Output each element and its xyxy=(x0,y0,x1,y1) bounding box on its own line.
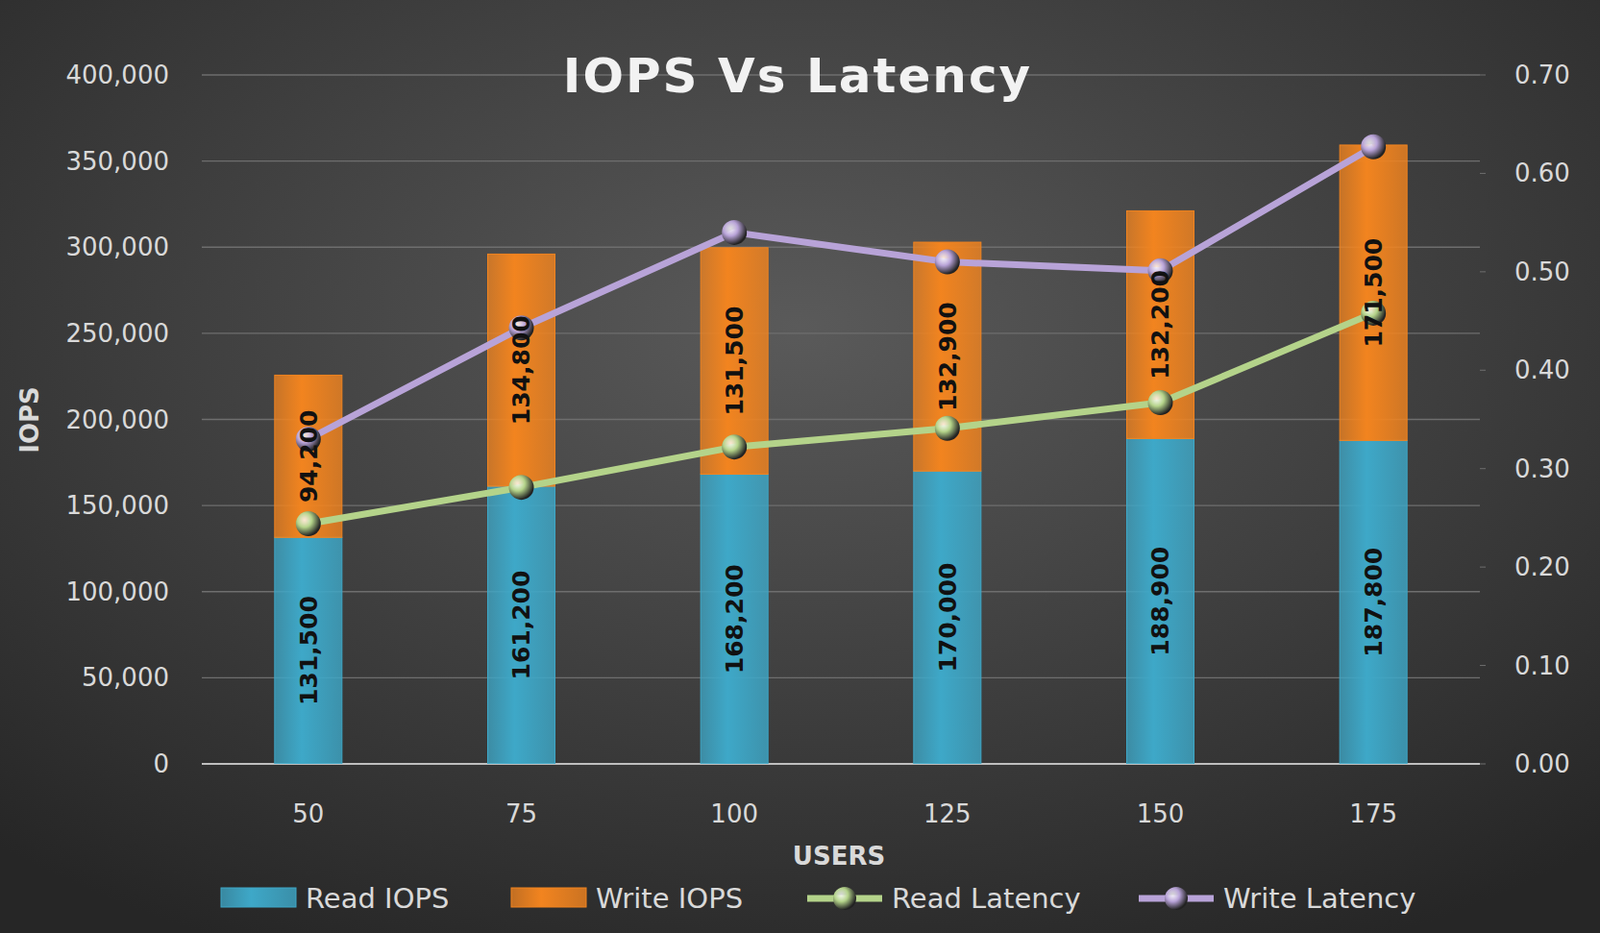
data-label: 187,800 xyxy=(1359,547,1388,658)
data-label: 94,200 xyxy=(295,410,323,503)
bar xyxy=(488,253,556,487)
grid-line xyxy=(201,160,1480,162)
y2-tick xyxy=(1479,270,1486,272)
bar xyxy=(1339,145,1407,441)
bar xyxy=(913,470,982,764)
legend-marker xyxy=(833,886,857,911)
y2-tick-label: 0.10 xyxy=(1514,651,1571,681)
y2-tick xyxy=(1479,566,1486,568)
legend-marker xyxy=(1164,886,1188,911)
y2-tick-label: 0.20 xyxy=(1514,552,1571,582)
y-tick-label: 100,000 xyxy=(65,577,170,607)
legend-swatch xyxy=(221,887,296,908)
x-tick-label: 100 xyxy=(710,799,759,829)
y-tick-label: 400,000 xyxy=(65,60,170,90)
y-tick-label: 200,000 xyxy=(65,405,170,435)
marks xyxy=(274,134,1407,764)
data-label: 168,200 xyxy=(720,564,749,674)
grid-line xyxy=(201,677,1480,679)
y-tick-label: 250,000 xyxy=(65,319,170,348)
y2-tick-label: 0.30 xyxy=(1514,454,1571,484)
grid xyxy=(201,74,1480,764)
y2-tick-label: 0.50 xyxy=(1514,257,1571,287)
bar xyxy=(1127,438,1195,764)
line xyxy=(308,313,1374,524)
marker xyxy=(295,511,321,537)
bar xyxy=(1339,440,1407,764)
y-tick-label: 0 xyxy=(152,749,170,779)
data-label: 132,900 xyxy=(934,301,962,412)
y2-tick-label: 0.70 xyxy=(1514,60,1571,90)
y2-tick-label: 0.00 xyxy=(1514,749,1571,779)
marker xyxy=(1148,390,1174,416)
marker xyxy=(721,220,747,246)
grid-line xyxy=(201,590,1480,592)
line xyxy=(308,147,1374,440)
marker xyxy=(509,474,535,500)
legend-label: Write Latency xyxy=(1223,882,1416,915)
y2-tick xyxy=(1479,172,1486,174)
x-tick-label: 75 xyxy=(505,799,538,829)
data-label: 131,500 xyxy=(295,595,323,706)
y-tick-label: 50,000 xyxy=(81,663,170,692)
legend: Read IOPS Write IOPS Read Latency Write Lat… xyxy=(221,882,1416,915)
y2-tick-label: 0.60 xyxy=(1514,158,1571,188)
marker xyxy=(935,416,960,442)
y2-tick xyxy=(1479,664,1486,666)
data-label: 188,900 xyxy=(1147,546,1176,657)
legend-swatch xyxy=(511,887,587,908)
data-label: 170,000 xyxy=(934,563,962,673)
data-label: 131,500 xyxy=(720,306,749,417)
x-tick-label: 125 xyxy=(923,799,972,829)
x-axis-label: USERS xyxy=(792,841,886,871)
data-label: 132,200 xyxy=(1147,270,1176,380)
data-label: 161,200 xyxy=(508,570,537,681)
chart: 0 50,000 100,000 150,000 200,000 250,000 300,0… xyxy=(0,0,1600,933)
y2-tick xyxy=(1479,369,1486,371)
title: IOPS Vs Latency xyxy=(563,48,1033,104)
legend-label: Read IOPS xyxy=(305,882,449,915)
marker xyxy=(935,249,960,275)
grid-line xyxy=(201,332,1480,334)
bar xyxy=(700,247,768,475)
data-label: 134,800 xyxy=(508,315,537,425)
bar xyxy=(274,374,343,538)
x-tick-label: 175 xyxy=(1349,799,1398,829)
marker xyxy=(1360,134,1386,160)
legend-label: Read Latency xyxy=(891,882,1082,915)
y-axis-label: IOPS xyxy=(15,386,45,454)
marker xyxy=(721,434,747,460)
data-labels: 131,500 161,200 168,200 170,000 188,900 187,8… xyxy=(295,238,1388,706)
y2-tick xyxy=(1479,467,1486,469)
bar xyxy=(913,242,982,471)
background xyxy=(0,0,1600,933)
y2-tick xyxy=(1479,763,1486,765)
grid-line xyxy=(201,418,1480,420)
x-tick-label: 50 xyxy=(292,799,324,829)
x-tick-label: 150 xyxy=(1136,799,1185,829)
bar xyxy=(274,537,343,764)
y-tick-label: 350,000 xyxy=(65,147,170,176)
y2-tick-label: 0.40 xyxy=(1514,355,1571,385)
y2-tick xyxy=(1479,74,1486,76)
bar xyxy=(488,486,556,764)
grid-line xyxy=(201,763,1480,765)
y-tick-label: 300,000 xyxy=(65,232,170,262)
y-tick-label: 150,000 xyxy=(65,491,170,520)
bar xyxy=(700,474,768,764)
legend-label: Write IOPS xyxy=(595,882,743,915)
data-label: 171,500 xyxy=(1359,238,1388,348)
